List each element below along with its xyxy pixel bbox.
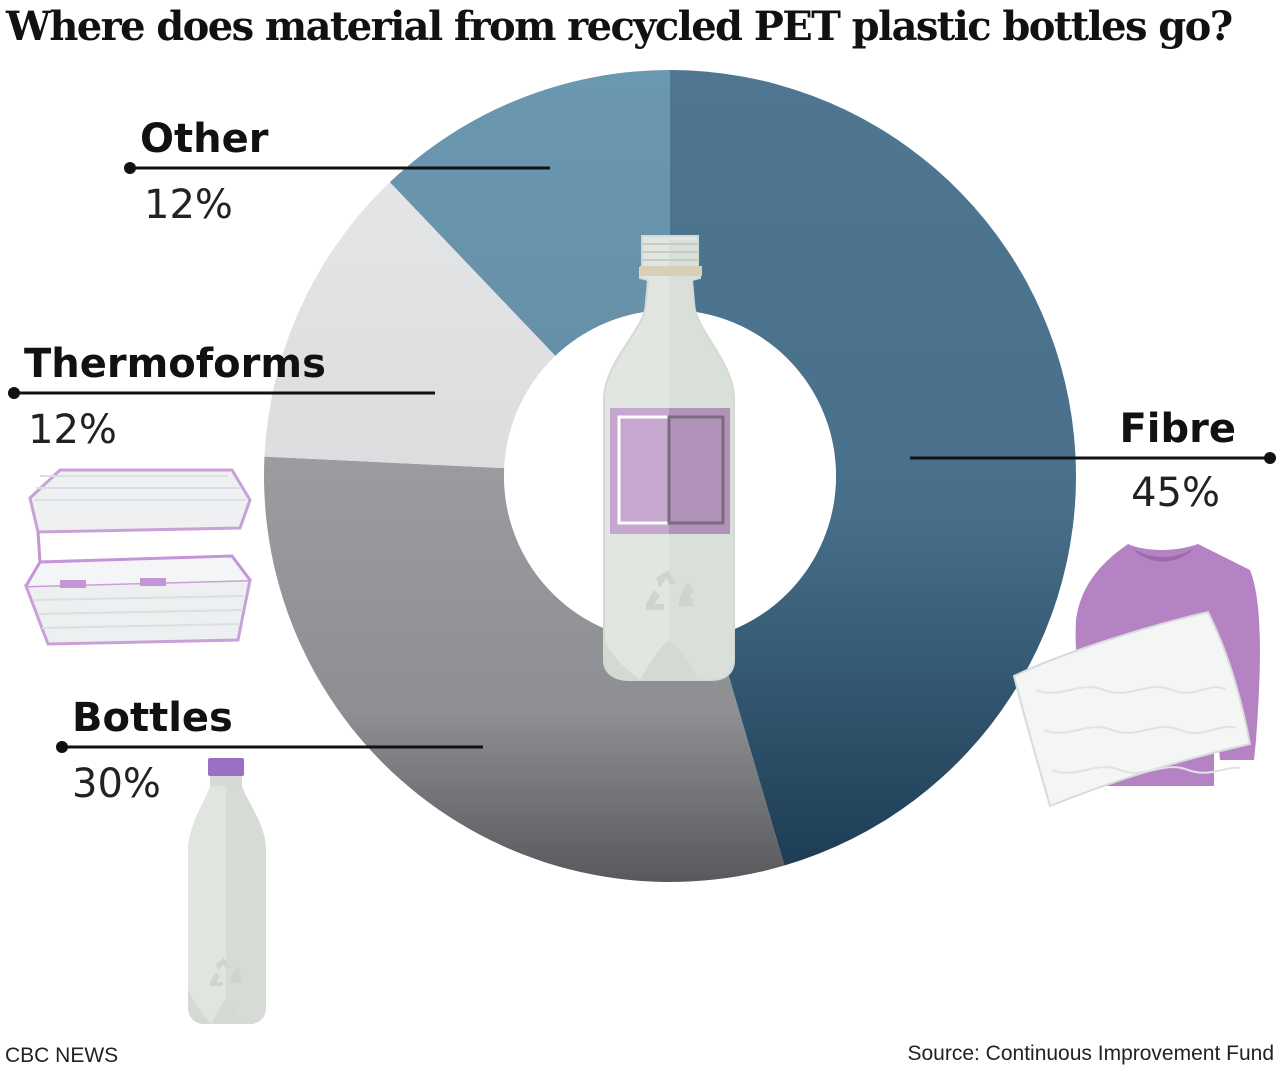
plastic-bottle-icon bbox=[603, 235, 735, 681]
value-thermoforms: 12% bbox=[28, 407, 117, 453]
label-thermoforms: Thermoforms bbox=[24, 341, 326, 387]
value-fibre: 45% bbox=[1131, 470, 1220, 516]
label-bottles: Bottles bbox=[72, 695, 233, 741]
slice-other bbox=[389, 70, 670, 356]
label-fibre: Fibre bbox=[1119, 406, 1236, 452]
brand-footer: CBC NEWS bbox=[5, 1044, 119, 1067]
clamshell-container-icon bbox=[23, 468, 252, 646]
value-bottles: 30% bbox=[72, 761, 161, 807]
slice-thermoforms bbox=[264, 182, 556, 469]
sweater-pillow-icon bbox=[1012, 544, 1260, 808]
slice-bottles bbox=[264, 456, 785, 882]
small-bottle-icon bbox=[188, 758, 266, 1024]
leader-lines bbox=[8, 162, 1276, 753]
value-other: 12% bbox=[144, 182, 233, 228]
source-footer: Source: Continuous Improvement Fund bbox=[907, 1042, 1274, 1065]
slice-fibre bbox=[670, 70, 1076, 866]
donut-slices bbox=[264, 70, 1076, 882]
label-other: Other bbox=[140, 116, 269, 162]
chart-title: Where does material from recycled PET pl… bbox=[6, 3, 1233, 50]
